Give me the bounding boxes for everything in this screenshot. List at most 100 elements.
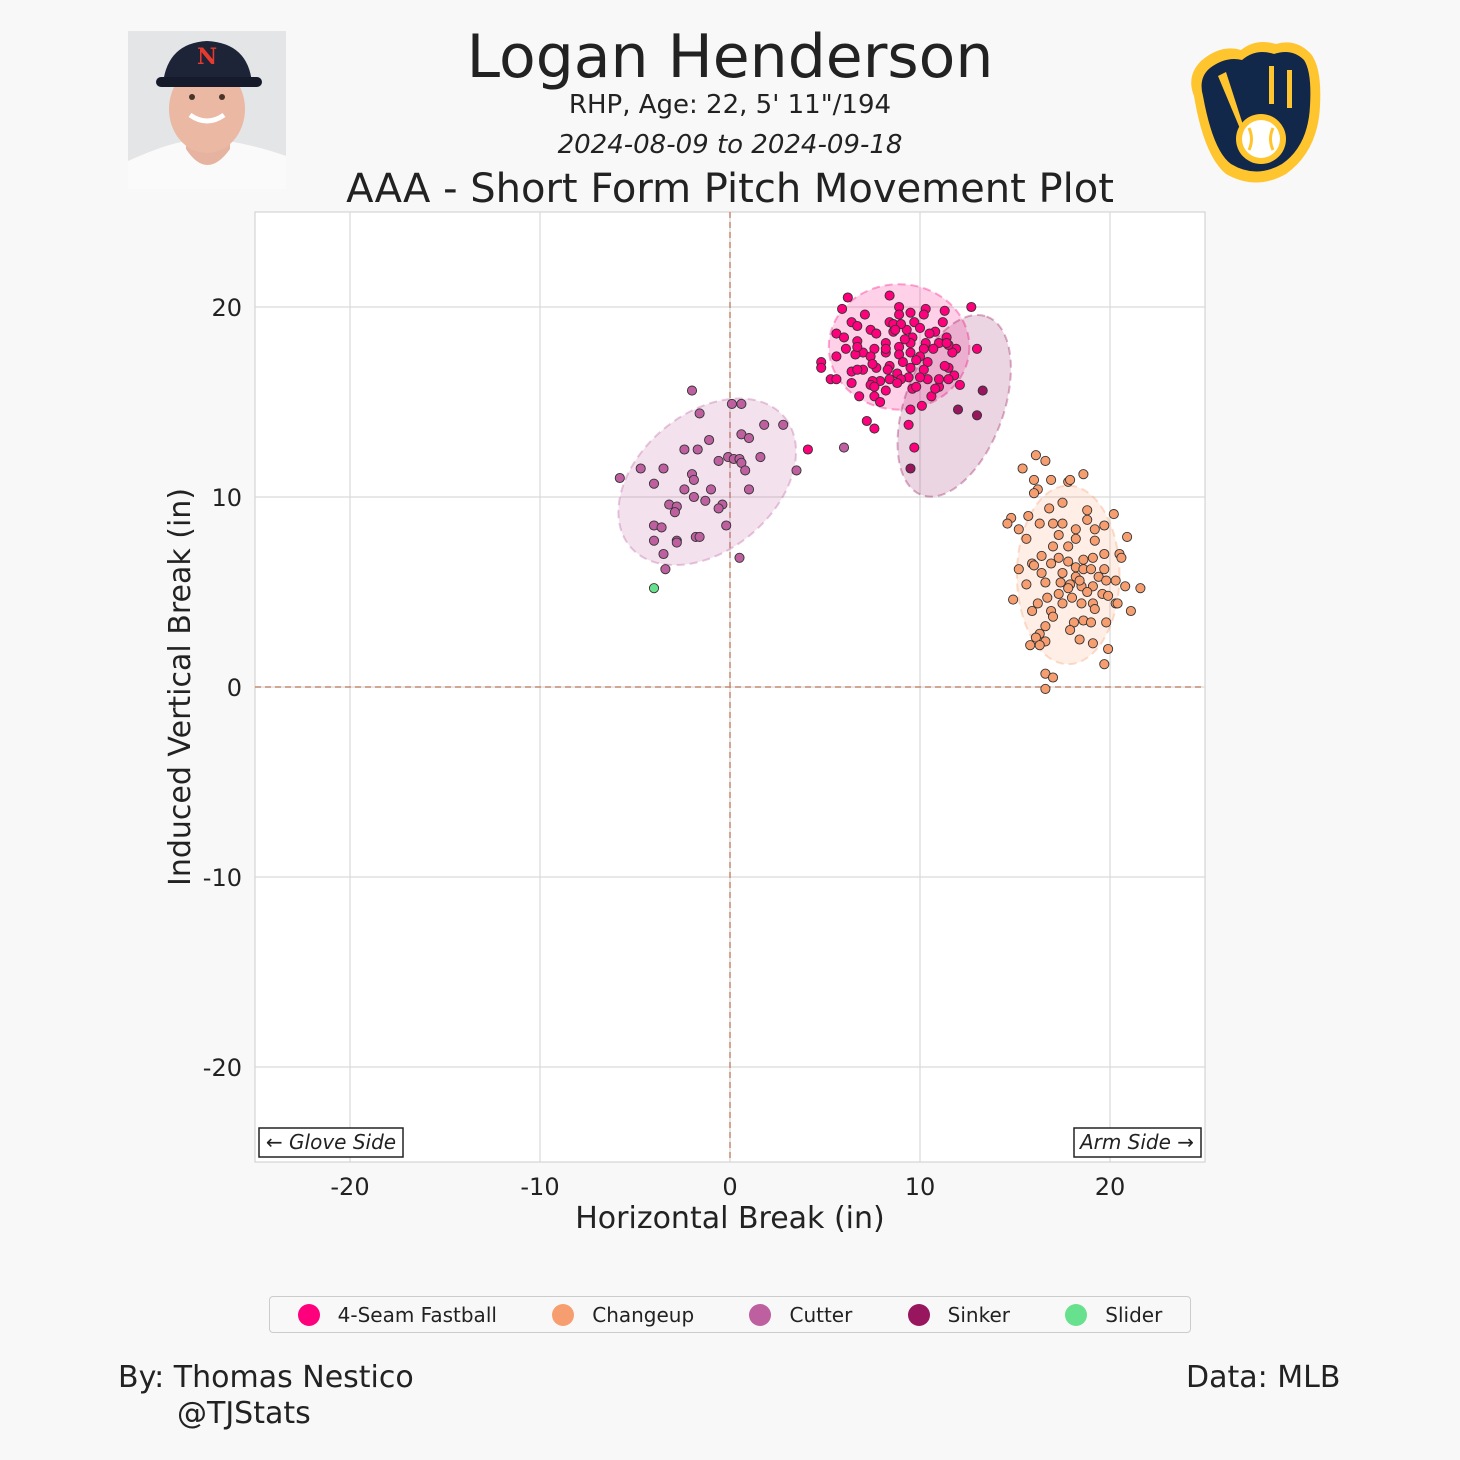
4-seam-fastball-point	[840, 343, 851, 354]
cutter-point	[648, 535, 660, 546]
changeup-point	[1002, 518, 1013, 529]
cutter-point	[688, 491, 699, 503]
cutter-point	[669, 507, 680, 518]
changeup-point	[1027, 605, 1038, 617]
cutter-point	[726, 398, 737, 409]
changeup-point	[1089, 604, 1100, 615]
changeup-point	[1021, 579, 1032, 590]
changeup-point	[1101, 575, 1112, 586]
changeup-point	[1057, 567, 1068, 579]
changeup-point	[1076, 598, 1087, 609]
4-seam-fastball-point	[816, 362, 827, 373]
changeup-point	[1122, 531, 1133, 542]
cutter-point	[686, 385, 698, 396]
4-seam-fastball-point	[831, 374, 842, 385]
pitch-movement-chart: -20 -10 0 10 20 -20 -10 0 10 20 ← Glove Side Arm …	[163, 211, 1206, 1236]
4-seam-fastball-point	[861, 415, 872, 427]
sinker-point	[952, 404, 964, 415]
4-seam-fastball-point	[852, 320, 863, 332]
changeup-point	[1053, 529, 1064, 541]
changeup-point	[1047, 541, 1059, 552]
cutter-point	[694, 531, 705, 542]
legend-marker	[552, 1303, 575, 1326]
changeup-point	[1040, 621, 1051, 632]
cutter-point	[721, 520, 732, 531]
4-seam-fastball-point	[911, 355, 922, 366]
changeup-point	[1135, 583, 1146, 594]
legend-marker	[1065, 1303, 1088, 1326]
changeup-point	[1053, 552, 1064, 563]
4-seam-fastball-point	[911, 381, 922, 392]
4-seam-fastball-point	[914, 322, 926, 333]
4-seam-fastball-point	[939, 360, 950, 371]
changeup-point	[1008, 594, 1019, 605]
changeup-point	[1085, 564, 1097, 575]
changeup-point	[1034, 640, 1045, 651]
4-seam-fastball-point	[882, 364, 893, 375]
4-seam-fastball-point	[899, 334, 910, 345]
changeup-point	[1040, 577, 1051, 588]
changeup-point	[1021, 533, 1032, 544]
4-seam-fastball-point	[838, 332, 850, 343]
player-headshot: N	[128, 31, 286, 189]
legend-marker	[297, 1303, 320, 1326]
cutter-point	[743, 433, 755, 444]
4-seam-fastball-point	[916, 400, 927, 411]
legend-label: Slider	[1105, 1302, 1163, 1327]
4-seam-fastball-point	[941, 338, 952, 349]
data-source: Data: MLB	[1186, 1360, 1341, 1395]
glove-side-label: ← Glove Side	[266, 1130, 396, 1154]
changeup-point	[1017, 463, 1028, 474]
changeup-point	[1028, 488, 1040, 499]
changeup-point	[1103, 590, 1114, 601]
legend-item-changeup: Changeup	[552, 1303, 694, 1327]
4-seam-fastball-point	[943, 374, 954, 385]
cutter-point	[614, 472, 625, 484]
changeup-point	[1082, 514, 1093, 525]
cutter-point	[778, 419, 789, 430]
changeup-point	[1089, 524, 1100, 535]
y-tick-label: -20	[203, 1054, 242, 1082]
4-seam-fastball-point	[880, 385, 891, 396]
svg-text:N: N	[197, 44, 217, 70]
4-seam-fastball-point	[852, 364, 863, 375]
changeup-point	[1036, 550, 1047, 561]
changeup-point	[1070, 524, 1081, 535]
changeup-point	[1099, 548, 1110, 560]
4-seam-fastball-point	[880, 343, 891, 354]
cutter-point	[648, 478, 660, 489]
changeup-point	[1087, 552, 1098, 563]
x-tick-label: 20	[1095, 1173, 1126, 1201]
changeup-point	[1047, 518, 1059, 529]
changeup-point	[1028, 560, 1040, 571]
cutter-point	[635, 463, 646, 474]
cutter-point	[759, 419, 770, 430]
cutter-point	[736, 398, 747, 409]
changeup-point	[1023, 510, 1034, 522]
author-credit: By: Thomas Nestico	[118, 1360, 414, 1395]
changeup-point	[1074, 575, 1085, 586]
player-info: RHP, Age: 22, 5' 11"/194	[568, 90, 892, 120]
4-seam-fastball-point	[867, 358, 878, 370]
cutter-point	[740, 465, 751, 476]
legend-item-cutter: Cutter	[749, 1303, 852, 1327]
cutter-point	[755, 452, 766, 463]
4-seam-fastball-point	[933, 374, 945, 385]
4-seam-fastball-point	[854, 391, 865, 402]
arm-side-label: Arm Side →	[1078, 1130, 1194, 1154]
sinker-point	[971, 410, 983, 421]
4-seam-fastball-point	[846, 377, 857, 389]
sinker-point	[977, 385, 988, 396]
changeup-point	[1065, 624, 1076, 636]
changeup-point	[1112, 598, 1123, 609]
legend-label: Changeup	[592, 1302, 695, 1327]
cutter-point	[743, 484, 755, 495]
4-seam-fastball-point	[897, 357, 908, 368]
4-seam-fastball-point	[871, 328, 882, 339]
cutter-point	[713, 455, 724, 466]
legend-item-4-seam-fastball: 4-Seam Fastball	[297, 1303, 497, 1327]
changeup-point	[1057, 497, 1068, 508]
y-tick-label: -10	[203, 864, 242, 892]
cutter-point	[705, 484, 717, 495]
changeup-point	[1074, 634, 1085, 645]
